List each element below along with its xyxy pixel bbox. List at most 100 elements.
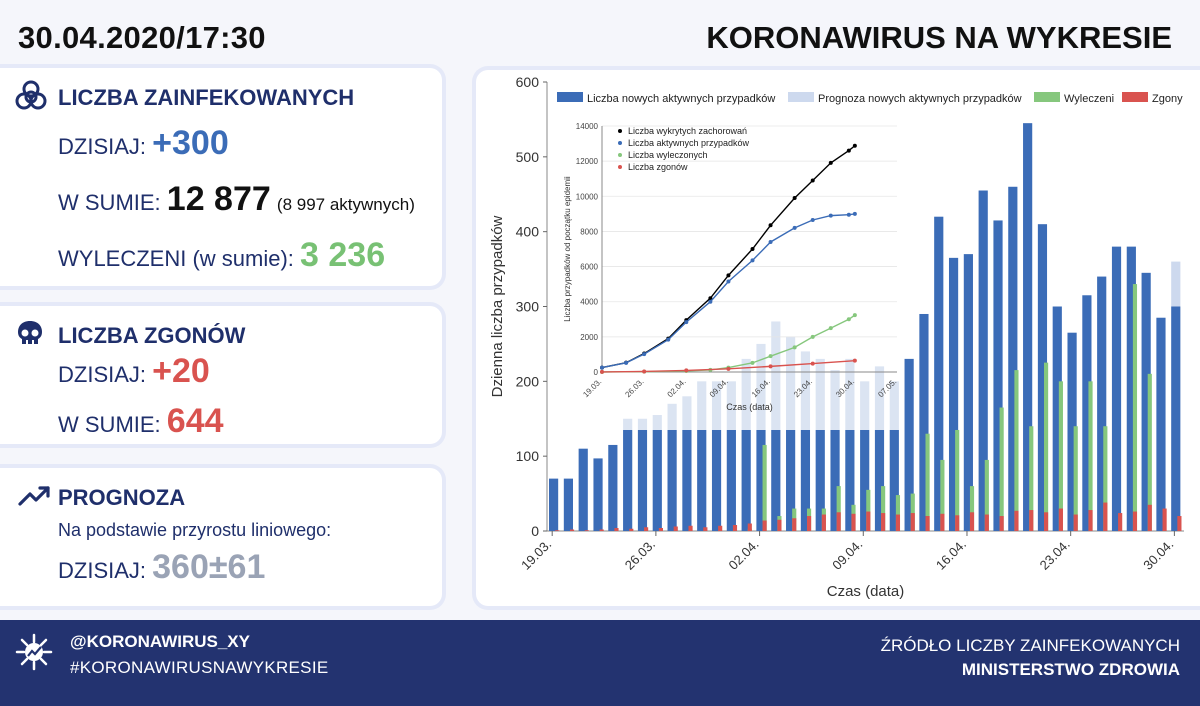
bar-deaths bbox=[940, 513, 945, 531]
bar-deaths bbox=[1177, 516, 1182, 531]
bar-deaths bbox=[984, 514, 989, 531]
y-tick-label: 0 bbox=[531, 523, 539, 539]
bar-deaths bbox=[1088, 510, 1093, 531]
inset-y-tick-label: 10000 bbox=[576, 192, 599, 201]
bar-recovered bbox=[925, 433, 930, 531]
x-tick-label: 16.04. bbox=[933, 537, 969, 573]
bar-new-active bbox=[711, 381, 722, 531]
bar-new-active bbox=[815, 358, 825, 531]
bar-new-active bbox=[1111, 246, 1122, 531]
bar-new-active bbox=[1141, 272, 1151, 531]
bar-deaths bbox=[703, 527, 708, 531]
bar-deaths bbox=[1118, 513, 1123, 531]
legend-label: Liczba nowych aktywnych przypadków bbox=[587, 93, 775, 105]
inset-legend-marker bbox=[618, 129, 622, 133]
bar-new-active bbox=[786, 336, 796, 531]
inset-y-tick-label: 12000 bbox=[576, 157, 599, 166]
inset-data-point bbox=[642, 369, 647, 374]
inset-y-tick-label: 8000 bbox=[580, 227, 598, 236]
deaths-today-value: +20 bbox=[152, 352, 210, 390]
bar-deaths bbox=[1058, 508, 1063, 531]
forecast-title: PROGNOZA bbox=[58, 485, 186, 510]
y-axis-title: Dzienna liczba przypadków bbox=[489, 215, 506, 397]
inset-data-point bbox=[846, 148, 851, 153]
inset-series-line bbox=[601, 213, 855, 369]
legend-label: Prognoza nowych aktywnych przypadków bbox=[818, 93, 1022, 105]
bar-new-active bbox=[578, 448, 588, 531]
bar-deaths bbox=[955, 515, 960, 531]
trending-up-icon bbox=[18, 486, 50, 506]
x-tick-label: 02.04. bbox=[726, 537, 762, 573]
inset-data-point bbox=[726, 366, 731, 371]
bar-deaths bbox=[895, 514, 901, 531]
bar-deaths bbox=[629, 528, 634, 531]
inset-data-point bbox=[792, 196, 797, 201]
bar-new-active bbox=[697, 381, 707, 531]
inset-legend-marker bbox=[618, 141, 622, 145]
inset-legend-marker bbox=[618, 165, 622, 169]
bar-recovered bbox=[895, 495, 901, 531]
bar-recovered bbox=[762, 444, 767, 531]
date-label: 30.04.2020/17:30 bbox=[18, 20, 266, 55]
inset-data-point bbox=[750, 258, 755, 263]
bar-deaths bbox=[569, 529, 575, 531]
bar-deaths bbox=[851, 513, 856, 531]
x-tick-label: 19.03. bbox=[518, 537, 554, 573]
bar-deaths bbox=[1073, 514, 1078, 531]
bar-new-active bbox=[993, 220, 1003, 532]
page-title: KORONAWIRUS NA WYKRESIE bbox=[706, 20, 1172, 55]
bar-new-active bbox=[934, 216, 944, 531]
bar-deaths bbox=[806, 516, 812, 531]
bar-deaths bbox=[866, 511, 871, 531]
inset-legend-label: Liczba wyleczonych bbox=[628, 150, 708, 160]
bar-forecast bbox=[1171, 261, 1181, 307]
bar-new-active bbox=[1008, 186, 1018, 531]
bar-deaths bbox=[999, 516, 1004, 531]
forecast-card: PROGNOZA Na podstawie przyrostu linioweg… bbox=[0, 464, 446, 610]
bar-new-active bbox=[800, 351, 811, 531]
inset-data-point bbox=[750, 360, 755, 365]
bar-new-active bbox=[830, 370, 840, 531]
bar-new-active bbox=[741, 358, 751, 531]
inset-data-point bbox=[750, 247, 755, 251]
inset-data-point bbox=[666, 337, 671, 342]
bar-deaths bbox=[1147, 504, 1152, 531]
forecast-today-row: DZISIAJ: 360±61 bbox=[58, 548, 265, 587]
bar-recovered bbox=[910, 493, 915, 531]
bar-new-active bbox=[726, 381, 736, 531]
bar-deaths bbox=[718, 525, 723, 531]
bar-new-active bbox=[889, 381, 899, 531]
inset-data-point bbox=[852, 313, 857, 318]
bar-deaths bbox=[777, 519, 782, 531]
bar-recovered bbox=[836, 486, 841, 531]
bar-new-active bbox=[845, 358, 855, 531]
forecast-today-label: DZISIAJ: bbox=[58, 558, 147, 583]
bar-new-active bbox=[637, 418, 648, 531]
bar-new-active bbox=[874, 366, 885, 531]
inset-data-point bbox=[768, 223, 773, 228]
bar-new-active bbox=[963, 254, 973, 531]
x-tick-label: 09.04. bbox=[829, 537, 865, 573]
bar-recovered bbox=[1147, 373, 1152, 531]
daily-cases-chart: 0 100 200 300 400 500 600 19.03. 26.03. 02.04. 09.… bbox=[489, 74, 1184, 600]
forecast-today-value: 360±61 bbox=[152, 548, 266, 586]
bar-deaths bbox=[1014, 510, 1019, 531]
inset-x-axis-title: Czas (data) bbox=[726, 402, 773, 412]
bar-new-active bbox=[593, 458, 603, 531]
bar-deaths bbox=[658, 528, 663, 531]
bar-deaths bbox=[792, 518, 797, 531]
inset-y-tick-label: 4000 bbox=[580, 298, 598, 307]
infected-today-label: DZISIAJ: bbox=[58, 134, 147, 159]
bar-new-active bbox=[1156, 317, 1166, 531]
inset-legend-marker bbox=[618, 153, 622, 157]
x-axis-title: Czas (data) bbox=[827, 583, 905, 600]
inset-data-point bbox=[684, 368, 689, 373]
deaths-total-label: W SUMIE: bbox=[58, 412, 161, 437]
y-tick-label: 200 bbox=[516, 373, 540, 389]
inset-data-point bbox=[600, 369, 604, 374]
bar-new-active bbox=[948, 257, 959, 531]
infected-total-row: W SUMIE: 12 877 (8 997 aktywnych) bbox=[58, 180, 415, 219]
bar-deaths bbox=[688, 525, 693, 531]
inset-legend-label: Liczba zgonów bbox=[628, 162, 688, 172]
inset-y-tick-label: 6000 bbox=[580, 263, 598, 272]
